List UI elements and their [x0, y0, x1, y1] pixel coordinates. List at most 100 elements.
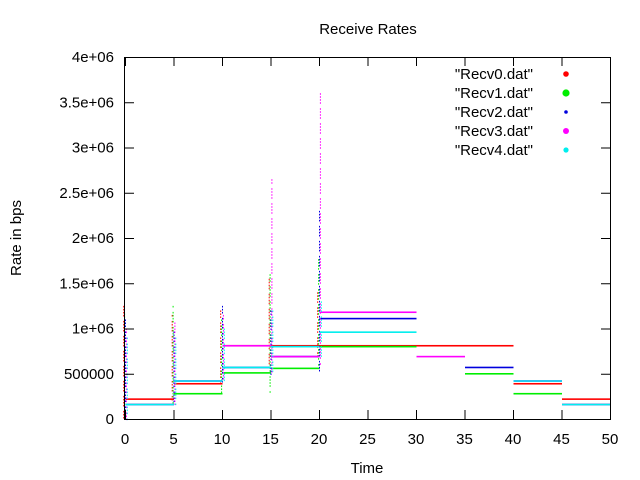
- data-point: [125, 379, 126, 382]
- data-point: [268, 299, 270, 302]
- data-point: [172, 380, 174, 383]
- data-point: [125, 385, 126, 388]
- legend-marker: [564, 110, 568, 114]
- data-point: [126, 409, 128, 412]
- data-point: [317, 301, 319, 303]
- data-point: [126, 367, 128, 370]
- data-point: [172, 362, 174, 365]
- data-point: [222, 317, 223, 320]
- data-point: [319, 264, 320, 267]
- rate-segment: [513, 382, 562, 385]
- data-point: [126, 379, 128, 382]
- data-point: [223, 331, 225, 334]
- data-point: [174, 340, 176, 343]
- data-point: [269, 274, 271, 276]
- data-point: [318, 358, 320, 360]
- data-point: [269, 280, 271, 282]
- series-2: [125, 210, 611, 418]
- x-tick-label: 10: [214, 431, 231, 448]
- data-point: [268, 341, 270, 344]
- data-point: [270, 325, 272, 327]
- y-tick-label: 3e+06: [72, 140, 114, 157]
- data-point: [268, 311, 270, 314]
- data-point: [320, 322, 322, 324]
- data-point: [123, 371, 125, 374]
- data-point: [171, 335, 173, 338]
- data-point: [269, 295, 271, 297]
- data-point: [269, 301, 271, 303]
- data-point: [319, 357, 321, 359]
- data-point: [319, 189, 321, 191]
- data-point: [175, 346, 177, 349]
- data-point: [319, 96, 321, 98]
- y-tick-label: 500000: [64, 366, 114, 383]
- rate-segment: [513, 392, 562, 395]
- data-point: [319, 93, 321, 95]
- data-point: [319, 279, 321, 281]
- data-point: [319, 336, 320, 339]
- data-point: [318, 340, 320, 342]
- data-point: [268, 329, 270, 332]
- data-point: [125, 391, 126, 394]
- data-point: [272, 331, 274, 333]
- data-point: [126, 394, 128, 397]
- data-point: [269, 370, 271, 372]
- data-point: [174, 361, 176, 364]
- data-point: [319, 339, 320, 342]
- data-point: [223, 349, 225, 352]
- y-tick-label: 2e+06: [72, 230, 114, 247]
- data-point: [171, 326, 173, 329]
- plot-area: [123, 93, 611, 421]
- data-point: [271, 197, 273, 199]
- data-point: [319, 213, 321, 215]
- rate-segment: [465, 373, 514, 375]
- data-point: [270, 370, 272, 372]
- data-point: [175, 397, 177, 400]
- rate-segment: [562, 398, 611, 400]
- data-point: [319, 162, 321, 164]
- data-point: [222, 323, 223, 326]
- data-point: [125, 376, 126, 379]
- data-point: [270, 334, 272, 336]
- data-point: [126, 349, 128, 352]
- data-point: [126, 337, 128, 340]
- data-point: [272, 364, 274, 366]
- data-point: [318, 337, 320, 339]
- legend-marker: [563, 147, 569, 153]
- data-point: [271, 194, 273, 196]
- data-point: [173, 331, 175, 334]
- data-point: [173, 400, 175, 403]
- data-point: [123, 326, 125, 329]
- data-point: [125, 397, 126, 400]
- rate-segment: [271, 367, 320, 370]
- data-point: [269, 337, 271, 339]
- data-point: [272, 355, 274, 357]
- data-point: [271, 359, 273, 361]
- data-point: [123, 329, 125, 332]
- data-point: [171, 323, 173, 326]
- data-point: [317, 316, 319, 318]
- legend-marker: [563, 128, 569, 134]
- rate-segment: [271, 344, 320, 347]
- data-point: [125, 358, 127, 361]
- data-point: [125, 352, 126, 355]
- data-point: [319, 198, 321, 200]
- data-point: [319, 309, 320, 312]
- data-point: [123, 314, 125, 317]
- data-point: [172, 389, 174, 392]
- data-point: [172, 314, 174, 317]
- data-point: [126, 352, 128, 355]
- data-point: [223, 352, 225, 355]
- data-point: [222, 371, 223, 374]
- data-point: [268, 308, 270, 311]
- data-point: [126, 388, 128, 391]
- data-point: [223, 328, 225, 331]
- data-point: [319, 321, 321, 323]
- data-point: [319, 261, 321, 263]
- data-point: [320, 355, 322, 357]
- data-point: [269, 382, 271, 384]
- data-point: [123, 311, 125, 314]
- data-point: [317, 322, 319, 324]
- data-point: [125, 322, 126, 325]
- data-point: [123, 395, 125, 398]
